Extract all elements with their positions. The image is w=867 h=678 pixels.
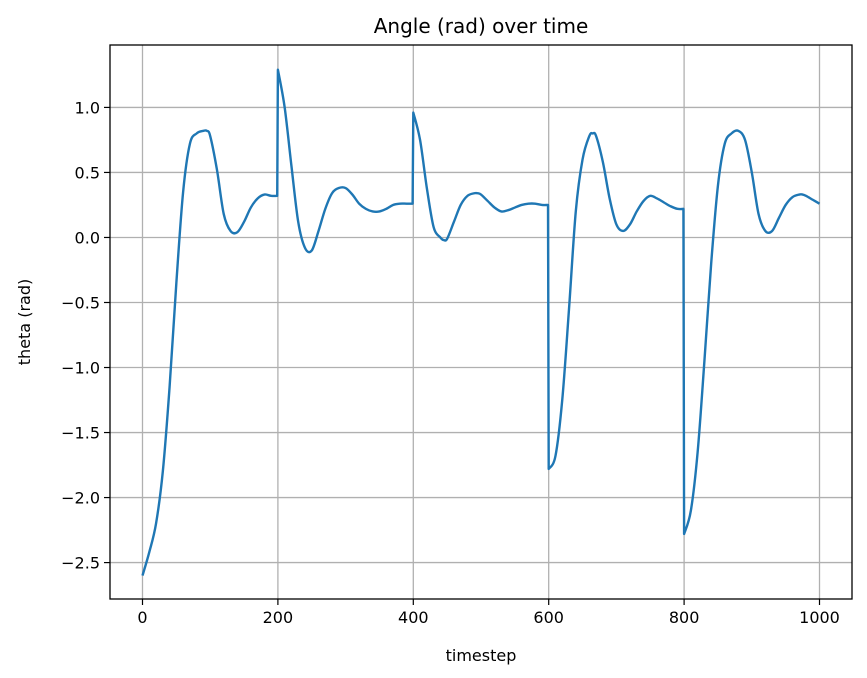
plot-frame (109, 44, 853, 600)
x-axis-label: timestep (446, 646, 517, 665)
y-axis-label: theta (rad) (15, 279, 34, 365)
x-tick-label: 600 (533, 608, 564, 627)
x-tick-label: 400 (398, 608, 429, 627)
x-tick-label: 200 (263, 608, 294, 627)
x-tick-label: 800 (669, 608, 700, 627)
data-layer (141, 68, 821, 576)
y-tick-label: 0.5 (75, 163, 100, 182)
y-tick-label: −2.0 (61, 489, 100, 508)
y-tick-label: −1.0 (61, 359, 100, 378)
y-tick-label: −2.5 (61, 554, 100, 573)
chart-title: Angle (rad) over time (374, 14, 589, 38)
x-tick-label: 1000 (799, 608, 840, 627)
x-tick-label: 0 (137, 608, 147, 627)
series-line-0 (141, 68, 821, 576)
y-tick-label: 0.0 (75, 228, 100, 247)
y-tick-label: −0.5 (61, 293, 100, 312)
tick-layer: 0 200 400 600 800 1000 −2.5 −2.0 −1.5 −1.0 −0.5 0.0… (61, 98, 840, 627)
y-tick-label: −1.5 (61, 424, 100, 443)
y-tick-label: 1.0 (75, 98, 100, 117)
